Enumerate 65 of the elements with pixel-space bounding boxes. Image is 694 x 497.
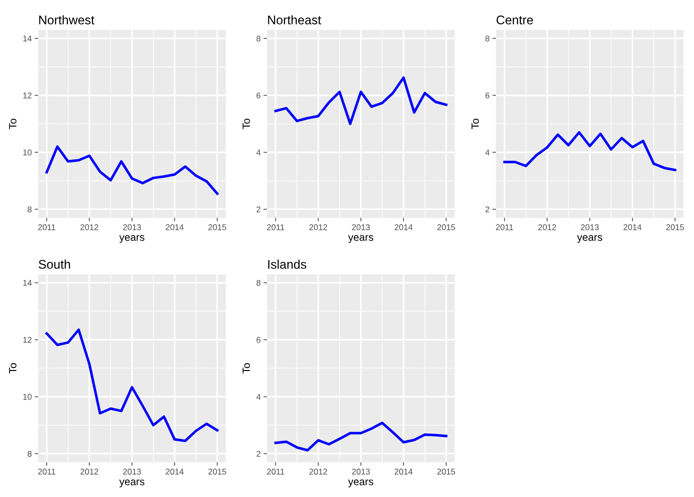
y-axis-title: To	[472, 118, 479, 130]
chart-title: South	[38, 260, 70, 269]
x-tick-label: 2015	[666, 224, 684, 230]
chart-title: Centre	[496, 16, 533, 24]
y-tick-label: 12	[23, 92, 32, 98]
y-tick-label: 6	[256, 336, 260, 343]
chart-title: Northeast	[268, 15, 322, 24]
line-series	[503, 131, 676, 172]
x-tick-label: 2011	[38, 224, 56, 230]
line-series	[45, 328, 219, 442]
x-tick-label: 2011	[267, 224, 284, 230]
y-tick-label: 8	[256, 36, 260, 42]
chart-title: Northwest	[39, 15, 94, 24]
x-tick-label: 2011	[496, 224, 514, 230]
y-tick-label: 8	[28, 450, 32, 457]
y-tick-label: 2	[256, 206, 260, 212]
x-tick-label: 2015	[437, 224, 456, 230]
y-tick-label: 10	[23, 150, 32, 156]
line-series	[274, 76, 448, 126]
x-axis-title: years	[119, 235, 144, 243]
y-tick-label: 14	[23, 36, 32, 42]
x-tick-label: 2015	[208, 468, 226, 475]
x-tick-label: 2015	[437, 468, 456, 475]
y-tick-label: 8	[28, 206, 32, 212]
y-tick-label: 12	[23, 336, 32, 343]
line-series	[274, 422, 448, 452]
y-tick-label: 2	[256, 450, 260, 457]
x-tick-label: 2014	[166, 224, 184, 230]
y-axis-title: To	[9, 363, 16, 374]
y-tick-label: 4	[256, 394, 261, 400]
y-tick-label: 14	[23, 280, 32, 286]
x-axis-title: years	[119, 480, 144, 488]
x-tick-label: 2013	[352, 224, 370, 230]
y-tick-label: 4	[256, 150, 261, 156]
x-tick-label: 2013	[352, 468, 370, 475]
y-axis-title: To	[242, 118, 250, 130]
x-axis-title: years	[577, 235, 602, 243]
x-tick-label: 2012	[80, 224, 98, 230]
line-series	[45, 145, 219, 195]
x-tick-label: 2012	[309, 224, 328, 230]
x-axis-title: years	[348, 235, 374, 243]
x-tick-label: 2012	[309, 468, 328, 475]
y-tick-label: 8	[256, 280, 260, 286]
y-tick-label: 4	[485, 150, 490, 156]
x-tick-label: 2015	[208, 224, 226, 230]
y-tick-label: 10	[23, 394, 32, 400]
y-axis-title: To	[9, 118, 16, 130]
x-tick-label: 2011	[38, 468, 56, 475]
y-tick-label: 6	[256, 92, 260, 98]
y-tick-label: 2	[486, 206, 490, 212]
x-tick-label: 2013	[123, 224, 141, 230]
x-tick-label: 2014	[166, 468, 184, 475]
x-tick-label: 2013	[123, 468, 141, 475]
x-tick-label: 2012	[538, 224, 556, 230]
y-tick-label: 8	[485, 36, 490, 42]
y-tick-label: 6	[486, 92, 490, 98]
x-tick-label: 2014	[624, 224, 642, 230]
x-tick-label: 2013	[580, 224, 599, 230]
chart-title: Islands	[268, 260, 306, 269]
x-tick-label: 2011	[267, 468, 284, 475]
x-tick-label: 2014	[394, 468, 413, 475]
x-axis-title: years	[348, 480, 374, 488]
x-tick-label: 2012	[80, 468, 98, 475]
y-axis-title: To	[242, 363, 250, 374]
x-tick-label: 2014	[394, 224, 413, 230]
